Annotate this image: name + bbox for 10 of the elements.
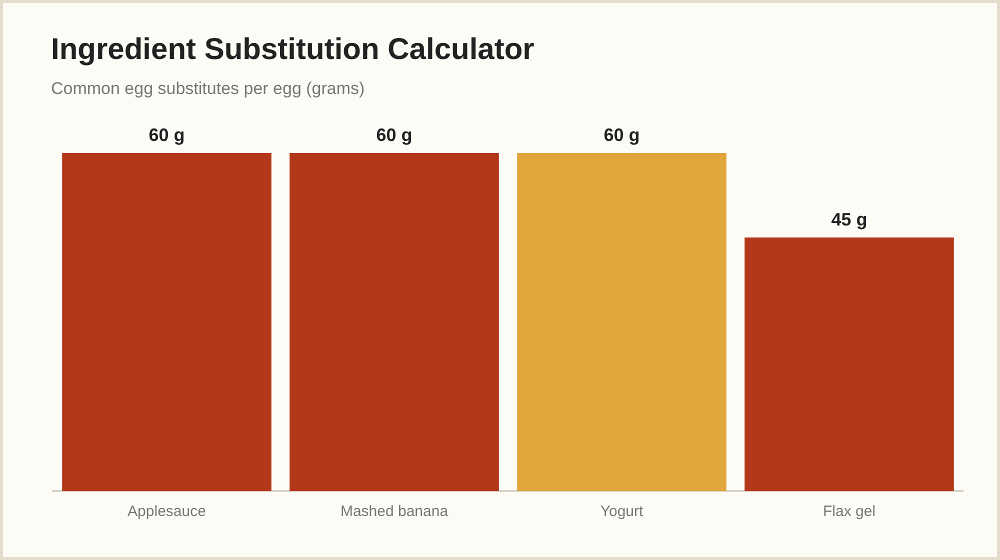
x-tick-label: Flax gel bbox=[822, 503, 876, 520]
data-label: 60 g bbox=[604, 124, 640, 145]
x-tick-label: Mashed banana bbox=[340, 503, 449, 520]
data-label: 60 g bbox=[148, 124, 185, 145]
data-label: 45 g bbox=[831, 209, 868, 230]
x-tick-label: Yogurt bbox=[600, 503, 644, 520]
data-label: 60 g bbox=[376, 124, 412, 145]
chart-title: Ingredient Substitution Calculator bbox=[51, 33, 534, 67]
chart-subtitle: Common egg substitutes per egg (grams) bbox=[51, 79, 365, 99]
x-tick-label: Applesauce bbox=[128, 503, 206, 520]
